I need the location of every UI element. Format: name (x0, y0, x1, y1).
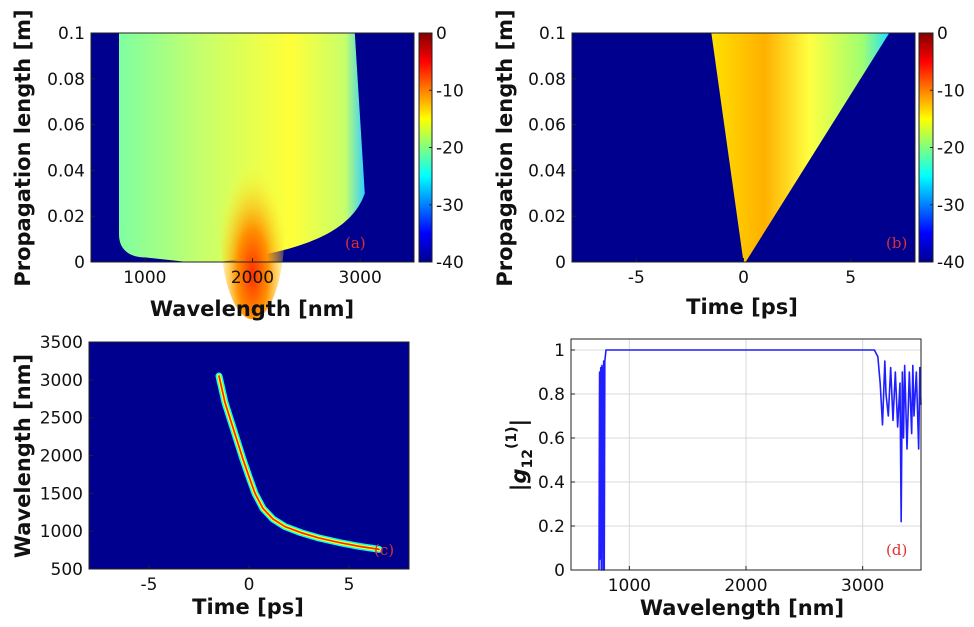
y-tick-label: 0.06 (528, 116, 566, 136)
colorbar-tick-label: -30 (937, 196, 965, 216)
x-tick-label: 2000 (231, 268, 274, 288)
panel-b-tag: (b) (886, 234, 907, 252)
y-tick-label: 0 (554, 561, 565, 581)
panel-d-tag: (d) (886, 541, 907, 559)
x-tick-label: 2000 (724, 576, 767, 596)
panel-d-xlabel: Wavelength [nm] (640, 596, 844, 620)
x-tick-label: 1000 (123, 268, 166, 288)
y-tick-label: 1 (554, 341, 565, 361)
y-tick-label: 0.08 (528, 70, 566, 90)
y-tick-label: 0.1 (58, 24, 85, 44)
panel-c-ylabel: Wavelength [nm] (11, 354, 35, 558)
panel-b-colorbar (919, 33, 933, 262)
colorbar-tick-label: 0 (937, 24, 948, 44)
panel-c-series-layer (215, 372, 383, 553)
x-tick-label: -5 (141, 575, 158, 595)
panel-d-line-plot: 1000 2000 3000 0 0.2 0.4 0.6 0.8 1 (d) Wavelengt… (504, 338, 922, 620)
y-tick-label: 1000 (40, 522, 83, 542)
y-tick-label: 0.1 (539, 24, 566, 44)
y-tick-label: 0.6 (538, 429, 565, 449)
y-tick-label: 0.04 (47, 161, 85, 181)
y-tick-label: 0.02 (47, 207, 85, 227)
panel-a-colorbar (419, 33, 432, 262)
panel-a-peak-region (220, 136, 285, 320)
panel-c-trace-core (218, 375, 380, 551)
y-tick-label: 0.8 (538, 385, 565, 405)
colorbar-tick-label: -10 (436, 81, 464, 101)
y-tick-label: 0.02 (528, 207, 566, 227)
y-tick-label: 0.06 (47, 116, 85, 136)
x-tick-label: 1000 (608, 576, 651, 596)
panel-d-ylabel-end: | (507, 419, 532, 427)
panel-d-ylabel: |g12(1)| (504, 419, 536, 491)
panel-b-colorbar-ticks: 0 -10 -20 -30 -40 (918, 24, 965, 273)
y-tick-label: 0 (555, 253, 566, 273)
panel-a-heatmap: 1000 2000 3000 0 0.02 0.04 0.06 0.08 0.1 (a) Wav… (11, 9, 464, 321)
panel-c-spectrogram: -5 0 5 500 1000 1500 2000 2500 3000 3500 (c) Time… (11, 333, 410, 619)
panel-c-xlabel: Time [ps] (192, 595, 304, 619)
panel-a-tag: (a) (345, 234, 366, 252)
colorbar-tick-label: -40 (436, 253, 464, 273)
panel-b-heatmap: -5 0 5 0 0.02 0.04 0.06 0.08 0.1 (b) Time [ps] P… (493, 9, 965, 319)
y-tick-label: 2000 (40, 447, 83, 467)
panel-d-ylabel-sup: (1) (504, 426, 520, 449)
panel-d-ylabel-main: |g (507, 469, 532, 492)
y-tick-label: 0.2 (538, 517, 565, 537)
y-tick-label: 1500 (40, 484, 83, 504)
panel-a-ylabel: Propagation length [m] (11, 9, 35, 286)
colorbar-tick-label: 0 (436, 24, 447, 44)
panel-a-xlabel: Wavelength [nm] (150, 297, 354, 321)
panel-d-axes: 1000 2000 3000 0 0.2 0.4 0.6 0.8 1 (538, 338, 922, 596)
panel-d-ylabel-sub: 12 (520, 449, 536, 468)
panel-a-axes: 1000 2000 3000 0 0.02 0.04 0.06 0.08 0.1 (47, 24, 415, 288)
x-tick-label: 3000 (339, 268, 382, 288)
colorbar-tick-label: -40 (937, 253, 965, 273)
y-tick-label: 3500 (40, 333, 83, 353)
x-tick-label: 0 (738, 268, 749, 288)
y-tick-label: 3000 (40, 371, 83, 391)
colorbar-tick-label: -20 (937, 139, 965, 159)
x-tick-label: 5 (344, 575, 355, 595)
panel-a-colorbar-ticks: 0 -10 -20 -30 -40 (418, 24, 464, 273)
panel-c-axes: -5 0 5 500 1000 1500 2000 2500 3000 3500 (40, 333, 410, 595)
panel-b-xlabel: Time [ps] (686, 295, 798, 319)
colorbar-tick-label: -20 (436, 139, 464, 159)
y-tick-label: 2500 (40, 409, 83, 429)
x-tick-label: 5 (845, 268, 856, 288)
panel-b-pulse-wedge (711, 33, 890, 262)
colorbar-tick-label: -10 (937, 81, 965, 101)
x-tick-label: 3000 (841, 576, 884, 596)
x-tick-label: 0 (244, 575, 255, 595)
y-tick-label: 0.08 (47, 70, 85, 90)
panel-b-ylabel: Propagation length [m] (493, 9, 517, 286)
y-tick-label: 500 (51, 560, 83, 580)
colorbar-tick-label: -30 (436, 196, 464, 216)
panel-c-background (89, 342, 409, 569)
y-tick-label: 0 (74, 253, 85, 273)
x-tick-label: -5 (628, 268, 645, 288)
y-tick-label: 0.4 (538, 473, 565, 493)
panel-b-axes: -5 0 5 0 0.02 0.04 0.06 0.08 0.1 (528, 24, 916, 288)
y-tick-label: 0.04 (528, 161, 566, 181)
panel-c-tag: (c) (374, 541, 394, 559)
